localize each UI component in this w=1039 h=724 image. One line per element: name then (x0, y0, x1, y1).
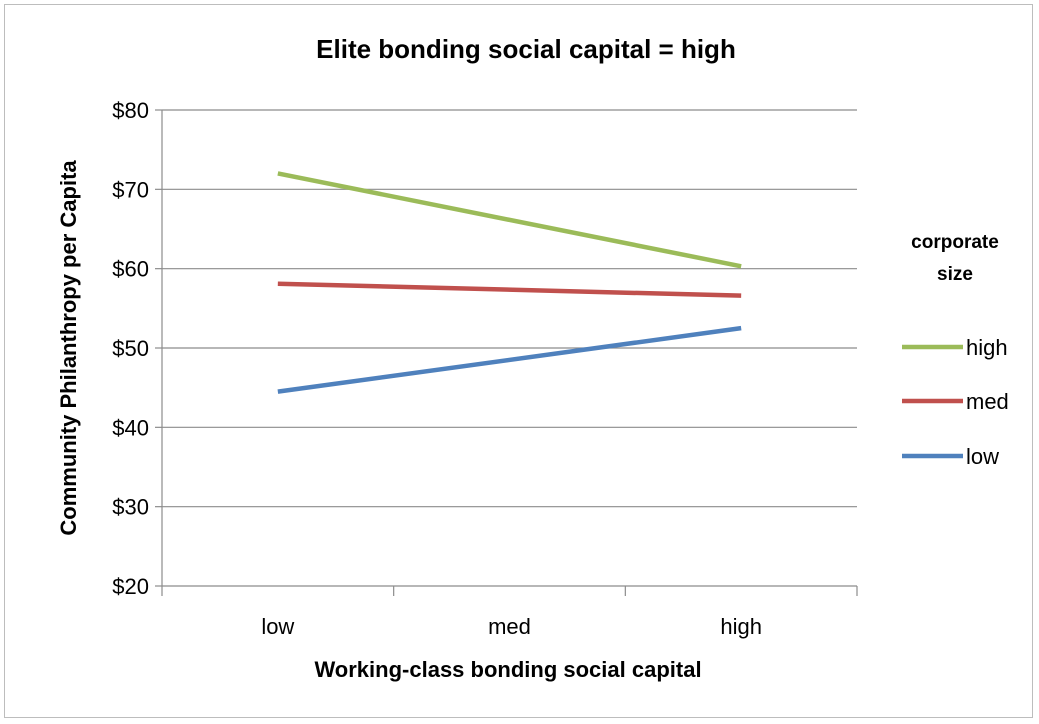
y-tick-label: $60 (112, 257, 149, 282)
legend: corporate size high med low (902, 232, 1009, 469)
y-tick-label: $20 (112, 574, 149, 599)
chart-title: Elite bonding social capital = high (316, 34, 736, 64)
y-tick-label: $30 (112, 495, 149, 520)
legend-label-med: med (966, 389, 1009, 414)
y-tick-labels: $20 $30 $40 $50 $60 $70 $80 (112, 98, 149, 599)
y-axis-label: Community Philanthropy per Capita (56, 160, 81, 536)
series-line-high (277, 171, 742, 269)
series-lines (277, 171, 742, 394)
series-line-low (277, 325, 742, 394)
axes (161, 110, 858, 596)
legend-label-low: low (966, 444, 999, 469)
legend-items: high med low (902, 335, 1009, 469)
y-tick-label: $70 (112, 177, 149, 202)
legend-title-line-2: size (937, 264, 973, 285)
chart-frame (4, 4, 1033, 718)
y-tick-label: $50 (112, 336, 149, 361)
y-tick-label: $80 (112, 98, 149, 123)
x-tick-label: low (261, 614, 294, 639)
legend-label-high: high (966, 335, 1008, 360)
series-line-med (277, 281, 742, 298)
gridlines (155, 109, 857, 587)
legend-title-line-1: corporate (911, 232, 999, 253)
x-tick-labels: low med high (261, 614, 762, 639)
x-tick-label: high (720, 614, 762, 639)
y-tick-label: $40 (112, 415, 149, 440)
x-axis-label: Working-class bonding social capital (314, 657, 701, 682)
x-tick-label: med (488, 614, 531, 639)
